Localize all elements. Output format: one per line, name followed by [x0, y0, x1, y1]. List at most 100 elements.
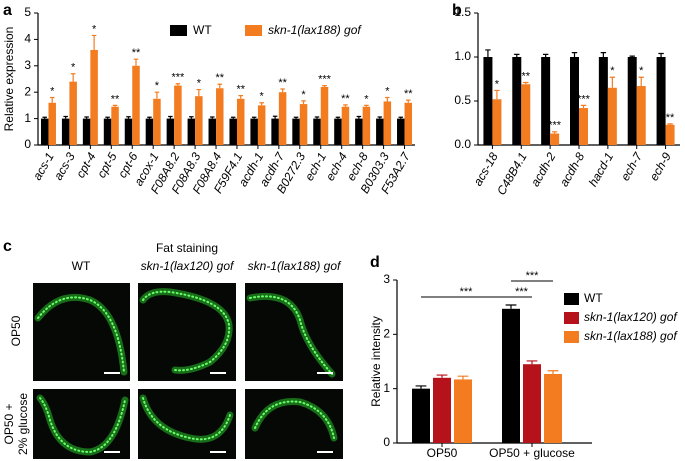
error-bar — [377, 116, 383, 119]
error-bar — [293, 116, 299, 119]
y-tick-label: 1 — [383, 381, 390, 395]
column-header: WT — [72, 259, 91, 273]
bar — [383, 101, 392, 145]
error-bar — [364, 104, 369, 107]
error-bar — [70, 73, 76, 82]
bar — [397, 118, 405, 145]
error-bar — [63, 115, 68, 119]
significance-label: * — [385, 85, 390, 97]
x-tick-label: OP50 + glucose — [489, 446, 575, 460]
legend-swatch — [564, 293, 579, 305]
bar — [483, 57, 493, 145]
bar — [69, 81, 77, 145]
error-bar — [259, 102, 264, 106]
bar — [362, 106, 371, 145]
y-tick-label: 4 — [24, 32, 31, 46]
significance-label: * — [364, 93, 369, 105]
panel-label: c — [3, 238, 12, 255]
error-bar — [494, 89, 500, 100]
bar — [607, 87, 617, 145]
significance-label: * — [639, 65, 644, 77]
legend-swatch — [245, 25, 262, 36]
bar — [111, 106, 119, 145]
bar — [570, 57, 579, 145]
bar — [341, 106, 350, 145]
y-tick-label: 3 — [24, 58, 31, 72]
error-bar — [272, 115, 278, 119]
x-tick-label: acs-3 — [51, 150, 78, 183]
panel-label: d — [370, 254, 380, 271]
error-bar — [251, 116, 257, 119]
bar — [174, 85, 182, 145]
error-bar — [571, 52, 578, 57]
error-bar — [147, 116, 152, 119]
bar — [433, 377, 451, 443]
error-bar — [217, 83, 223, 89]
error-bar — [406, 99, 411, 103]
error-bar — [301, 100, 306, 105]
error-bar — [322, 85, 327, 87]
error-bar — [189, 116, 194, 119]
y-tick-label: 1 — [24, 111, 31, 125]
bar — [656, 57, 666, 145]
x-tick-label: ech-7 — [618, 149, 646, 183]
legend-swatch — [564, 312, 579, 324]
y-axis-label: Relative intensity — [369, 316, 383, 407]
row-label: OP50 + — [2, 403, 16, 444]
panel-label: b — [452, 2, 462, 19]
significance-label: *** — [171, 72, 185, 84]
bar — [454, 379, 472, 443]
legend-label: skn-1(lax120) gof — [584, 310, 678, 324]
x-tick-label: ech-9 — [647, 150, 674, 183]
row-label: 2% glucose — [16, 393, 30, 455]
micrograph — [138, 283, 236, 381]
bar — [579, 108, 588, 145]
significance-label: ** — [666, 112, 675, 124]
bar — [82, 118, 91, 145]
bar — [521, 84, 531, 145]
bar — [376, 118, 384, 145]
micrograph — [245, 389, 343, 459]
error-bar — [42, 116, 47, 119]
y-tick-label: 2 — [24, 84, 31, 98]
error-bar — [105, 116, 110, 119]
bar — [271, 118, 279, 145]
significance-label: * — [301, 89, 306, 101]
bar — [48, 102, 56, 145]
bar — [166, 118, 175, 145]
y-tick-label: 0.0 — [454, 137, 471, 151]
panel-title: Fat staining — [156, 241, 218, 255]
error-bar — [126, 116, 131, 119]
micrograph — [33, 389, 130, 459]
error-bar — [542, 53, 549, 57]
y-tick-label: 5 — [24, 5, 31, 19]
y-tick-label: 0 — [383, 435, 390, 449]
error-bar — [196, 88, 202, 97]
significance-label: ** — [278, 77, 287, 89]
error-bar — [343, 104, 348, 107]
significance-label: * — [610, 65, 615, 77]
error-bar — [230, 116, 236, 119]
bar — [90, 49, 98, 145]
bar — [124, 118, 133, 145]
significance-label: * — [495, 78, 500, 90]
significance-label: * — [260, 91, 265, 103]
bar — [523, 364, 541, 443]
significance-label: *** — [577, 93, 591, 105]
bar — [103, 118, 112, 145]
panel-c: Fat staining WT skn-1(lax120) gof skn-1(… — [2, 241, 343, 459]
bar — [550, 133, 560, 145]
significance-label: *** — [548, 120, 562, 132]
significance-label: ** — [404, 88, 413, 100]
error-bar — [523, 81, 529, 85]
x-tick-label: acdh-2 — [528, 150, 559, 189]
bar — [229, 118, 237, 145]
bar — [627, 57, 637, 145]
error-bar — [238, 95, 243, 99]
x-tick-label: cpt-5 — [94, 150, 120, 180]
x-tick-label: OP50 — [427, 446, 458, 460]
legend-label: WT — [584, 291, 603, 305]
error-bar — [485, 49, 491, 57]
error-bar — [175, 83, 181, 86]
